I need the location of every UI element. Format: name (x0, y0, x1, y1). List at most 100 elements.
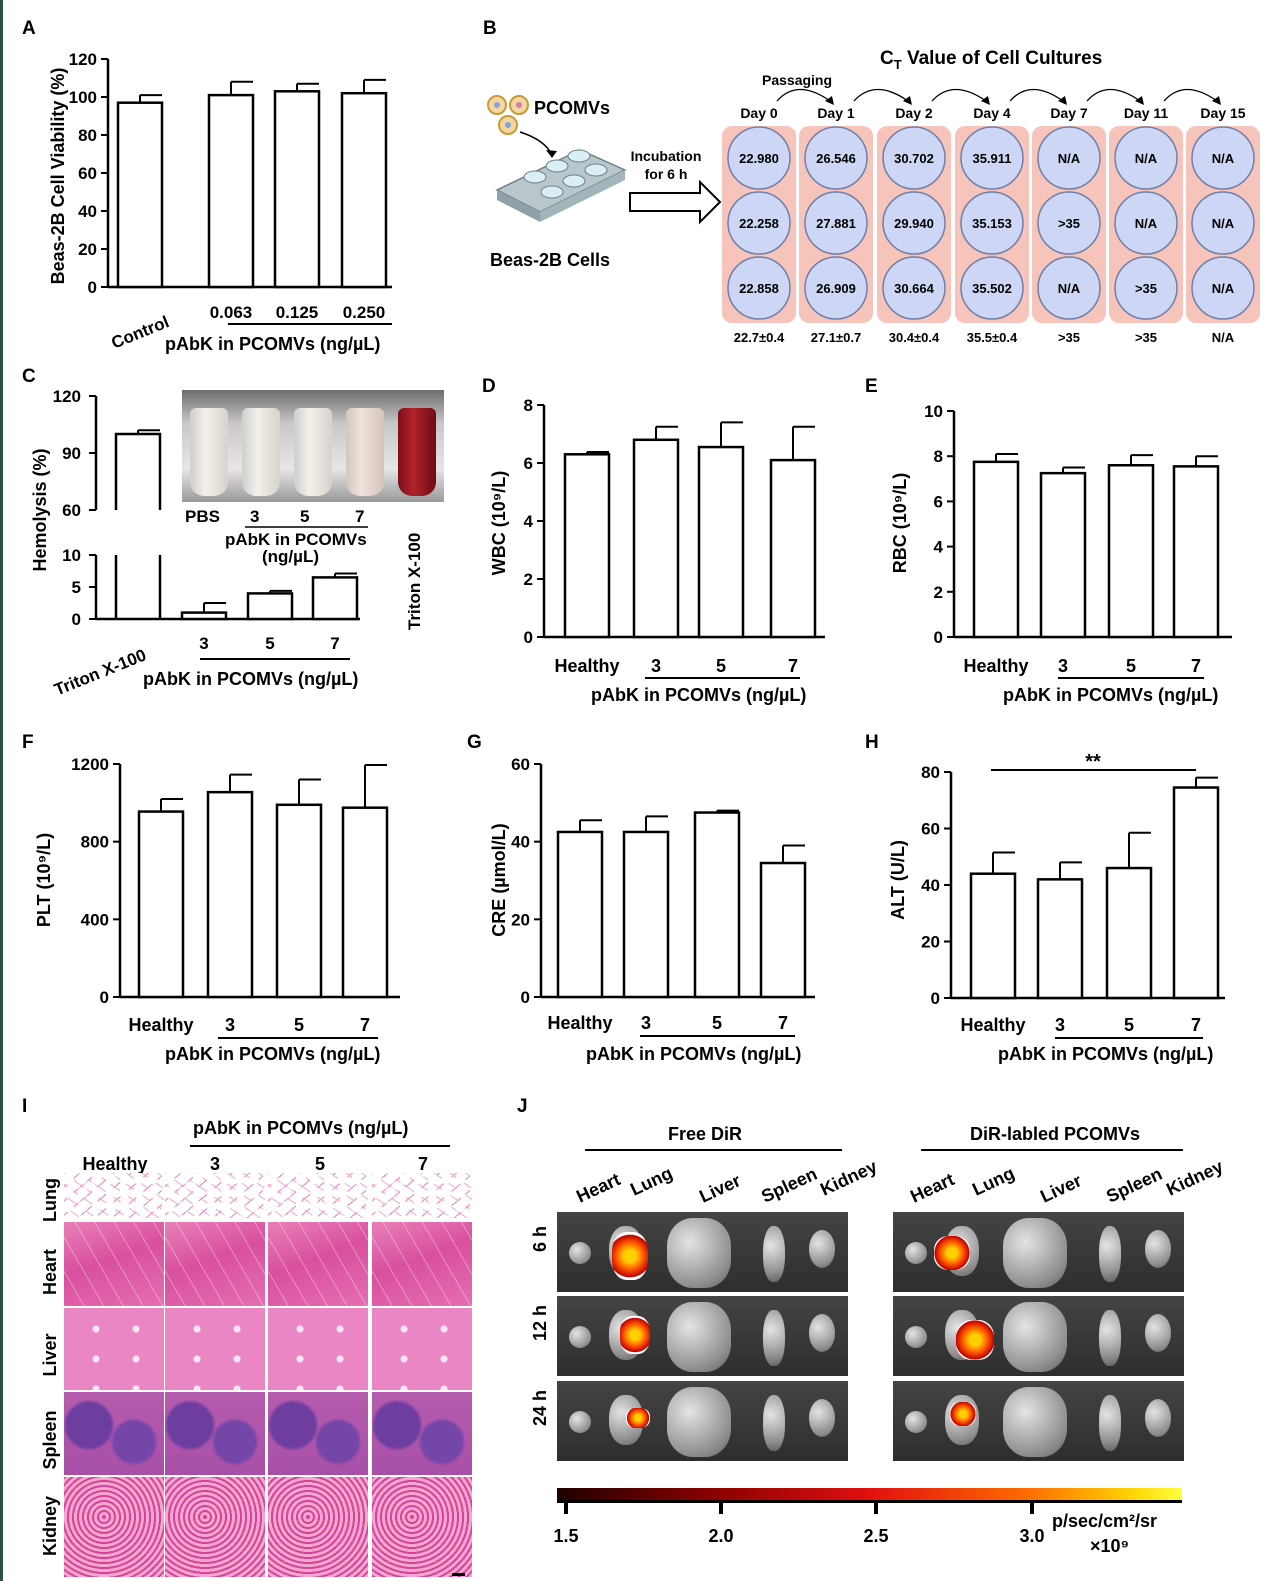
category-g-7: 7 (778, 1013, 788, 1033)
e-ytick-label: 8 (934, 447, 943, 466)
axis-label-rbc: RBC (10⁹/L) (890, 473, 910, 574)
passaging-arrow (853, 88, 909, 102)
ct-summary: N/A (1212, 330, 1235, 345)
organ-image-spleen (763, 1395, 785, 1451)
a-ytick-label: 120 (69, 50, 97, 69)
d-bar (697, 445, 745, 639)
panel-letter-i: I (22, 1096, 27, 1117)
tube-pbs (190, 408, 228, 496)
organ-image-spleen (1099, 1395, 1121, 1451)
xlabel-f: pAbK in PCOMVs (ng/µL) (165, 1044, 380, 1064)
g-ytick-label: 60 (511, 755, 530, 774)
organ-image-spleen (1099, 1226, 1121, 1282)
a-bar (207, 93, 255, 289)
time-24h: 24 h (530, 1390, 550, 1426)
histology-col-7: 7 (418, 1154, 428, 1174)
h-ytick-label: 80 (921, 763, 940, 782)
well-circle (804, 256, 868, 320)
day-header: Day 4 (973, 105, 1011, 121)
ivis-image (557, 1381, 848, 1461)
xlabel-d: pAbK in PCOMVs (ng/µL) (591, 685, 806, 705)
category-d-healthy: Healthy (554, 656, 619, 676)
xlabel-a: pAbK in PCOMVs (ng/µL) (165, 334, 380, 354)
histology-lung-image (372, 1173, 472, 1218)
a-ytick-label: 40 (78, 202, 97, 221)
category-h-3: 3 (1055, 1015, 1065, 1035)
panel-a-chart: A Beas-2B Cell Viability (%) 0 20 40 60 80 10… (22, 18, 392, 354)
f-ytick-label: 1200 (71, 755, 109, 774)
c-ytick-label: 60 (62, 501, 81, 520)
ct-value: N/A (1058, 281, 1081, 296)
histology-row-heart: Heart (40, 1249, 60, 1295)
pcomvs-label: PCOMVs (534, 98, 610, 118)
organ-image-liver (1003, 1218, 1067, 1288)
ct-value: 30.664 (894, 281, 935, 296)
tube-5 (294, 408, 332, 496)
well-circle (727, 191, 791, 255)
ct-value: N/A (1212, 281, 1235, 296)
ct-value: 22.980 (739, 151, 779, 166)
axis-label-wbc: WBC (10⁹/L) (489, 471, 509, 576)
inset-dose-7: 7 (355, 507, 364, 526)
significance-marker: ** (1085, 751, 1101, 773)
left-edge (0, 0, 3, 1581)
axis-label-plt: PLT (10⁹/L) (34, 833, 54, 927)
a-bar (273, 90, 321, 289)
g-bar (622, 830, 670, 999)
d-ytick-label: 8 (524, 396, 533, 415)
histology-heart-image (165, 1222, 265, 1306)
colorbar-tick-4 (1030, 1500, 1034, 1514)
axis-label-viability: Beas-2B Cell Viability (%) (48, 68, 68, 285)
panel-letter-a: A (22, 18, 36, 39)
f-ytick-label: 0 (100, 988, 109, 1007)
colorbar (557, 1488, 1182, 1500)
histology-kidney-image (372, 1477, 472, 1577)
organ-image-kidney (809, 1399, 835, 1437)
well-circle (882, 126, 946, 190)
c-ytick-label: 5 (72, 578, 81, 597)
ivis-image (893, 1381, 1184, 1461)
inset-label-1: pAbK in PCOMVs (225, 530, 367, 549)
histology-liver-image (268, 1308, 368, 1390)
g-bar (693, 811, 741, 999)
well-circle (1191, 126, 1255, 190)
histology-spleen-image (268, 1392, 368, 1475)
c-ytick-label: 90 (62, 444, 81, 463)
colorbar-label-30: 3.0 (1019, 1526, 1044, 1546)
ct-summary: 27.1±0.7 (811, 330, 862, 345)
c-ytick-label: 10 (62, 546, 81, 565)
category-e-healthy: Healthy (963, 656, 1028, 676)
h-bar (1036, 878, 1084, 1000)
category-0063: 0.063 (210, 303, 253, 322)
tube-3 (242, 408, 280, 496)
category-f-5: 5 (294, 1015, 304, 1035)
xlabel-e: pAbK in PCOMVs (ng/µL) (1003, 685, 1218, 705)
organ-label-liver: Liver (1037, 1170, 1084, 1206)
well-circle (727, 256, 791, 320)
well-plate-icon (495, 149, 627, 222)
well-circle (804, 191, 868, 255)
histology-header: pAbK in PCOMVs (ng/µL) (193, 1118, 408, 1138)
colorbar-tick-2 (719, 1500, 723, 1514)
category-e-7: 7 (1191, 656, 1201, 676)
well-circle (882, 191, 946, 255)
organ-label-heart: Heart (907, 1169, 957, 1207)
pcomv-particles-icon (487, 95, 529, 135)
passaging-arrowhead (1058, 96, 1067, 105)
d-bar (769, 458, 817, 639)
histology-row-spleen: Spleen (40, 1410, 60, 1469)
day-header: Day 1 (817, 105, 855, 121)
scale-bar (452, 1573, 465, 1576)
panel-b-table: B CT Value of Cell Cultures Passaging PC… (483, 18, 1260, 345)
d-bar (632, 438, 680, 639)
a-ytick-label: 20 (78, 240, 97, 259)
well-circle (1114, 256, 1178, 320)
panel-letter-g: G (467, 732, 482, 753)
category-e-5: 5 (1126, 656, 1136, 676)
well-circle (1037, 191, 1101, 255)
passaging-arrowhead (1135, 96, 1144, 105)
panel-letter-f: F (22, 732, 34, 753)
passaging-arrow (1086, 88, 1141, 102)
histology-kidney-image (165, 1477, 265, 1577)
